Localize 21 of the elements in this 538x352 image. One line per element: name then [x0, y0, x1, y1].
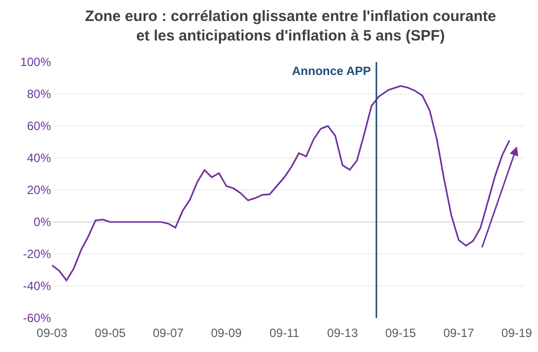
y-tick-label: -60%	[22, 311, 52, 326]
y-tick-label: 60%	[26, 119, 52, 134]
x-tick-label: 09-15	[385, 326, 416, 340]
x-tick-label: 09-05	[94, 326, 126, 340]
y-tick-label: 80%	[26, 87, 52, 102]
y-tick-label: 40%	[26, 151, 52, 166]
x-tick-label: 09-07	[152, 326, 184, 340]
x-tick-label: 09-19	[501, 326, 532, 340]
x-tick-label: 09-13	[327, 326, 358, 340]
y-tick-label: 0%	[34, 215, 52, 230]
y-tick-label: -20%	[22, 247, 52, 262]
line-series	[52, 85, 510, 282]
ref-line-label: Annonce APP	[292, 64, 371, 78]
x-tick-label: 09-11	[269, 326, 300, 340]
y-tick-label: 20%	[26, 183, 52, 198]
y-tick-label: 100%	[20, 55, 52, 70]
x-tick-label: 09-03	[36, 326, 68, 340]
chart-title: Zone euro : corrélation glissante entre l'inflation courante et les anticipations d'inflation à 5 ans (SPF)	[84, 8, 496, 45]
x-tick-label: 09-09	[210, 326, 242, 340]
x-tick-label: 09-17	[443, 326, 474, 340]
y-tick-label: -40%	[22, 279, 52, 294]
